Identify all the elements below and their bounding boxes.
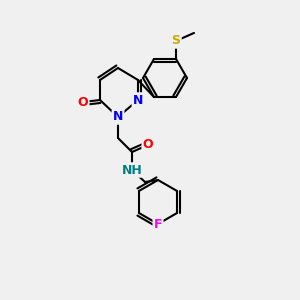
Text: O: O <box>78 95 88 109</box>
Text: N: N <box>133 94 143 106</box>
Text: O: O <box>143 139 153 152</box>
Text: S: S <box>172 34 181 47</box>
Text: N: N <box>113 110 123 124</box>
Text: NH: NH <box>122 164 142 176</box>
Text: F: F <box>154 218 162 230</box>
